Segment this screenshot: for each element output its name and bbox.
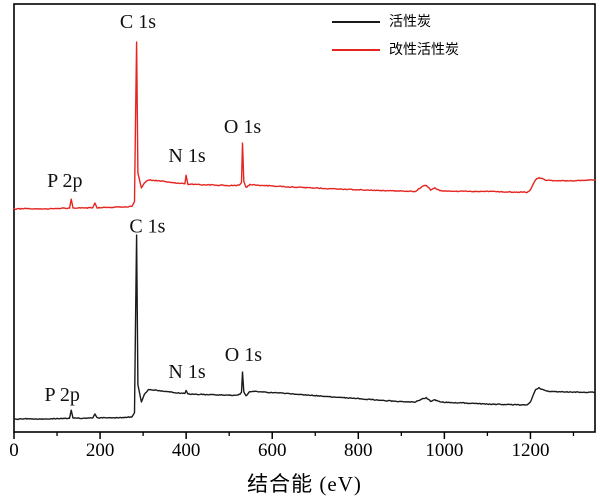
x-tick-label: 600: [258, 440, 287, 461]
peak-label-p-2p: P 2p: [47, 170, 82, 192]
x-tick-label: 800: [344, 440, 373, 461]
peak-label-p-2p: P 2p: [45, 384, 80, 406]
legend-label-modified-activated-carbon: 改性活性炭: [389, 41, 459, 57]
peak-label-c-1s: C 1s: [120, 11, 156, 33]
legend-item-activated-carbon: 活性炭: [332, 12, 459, 31]
x-tick-label: 400: [172, 440, 201, 461]
legend: 活性炭 改性活性炭: [332, 12, 459, 59]
x-tick-label: 0: [9, 440, 19, 461]
legend-item-modified-activated-carbon: 改性活性炭: [332, 40, 459, 59]
x-axis-title: 结合能 (eV): [247, 472, 362, 496]
spectrum-trace-0: [13, 234, 596, 421]
peak-label-o-1s: O 1s: [225, 344, 262, 366]
plot-frame: [13, 3, 596, 433]
legend-line-black: [332, 20, 380, 23]
x-tick-label: 200: [86, 440, 115, 461]
peak-label-n-1s: N 1s: [168, 145, 205, 167]
x-tick-label: 1000: [425, 440, 463, 461]
spectrum-trace-1: [13, 41, 596, 210]
peak-label-c-1s: C 1s: [129, 216, 165, 238]
peak-label-o-1s: O 1s: [224, 116, 261, 138]
legend-label-activated-carbon: 活性炭: [389, 13, 431, 29]
legend-line-red: [332, 48, 380, 51]
peak-label-n-1s: N 1s: [168, 361, 205, 383]
x-tick-label: 1200: [511, 440, 549, 461]
